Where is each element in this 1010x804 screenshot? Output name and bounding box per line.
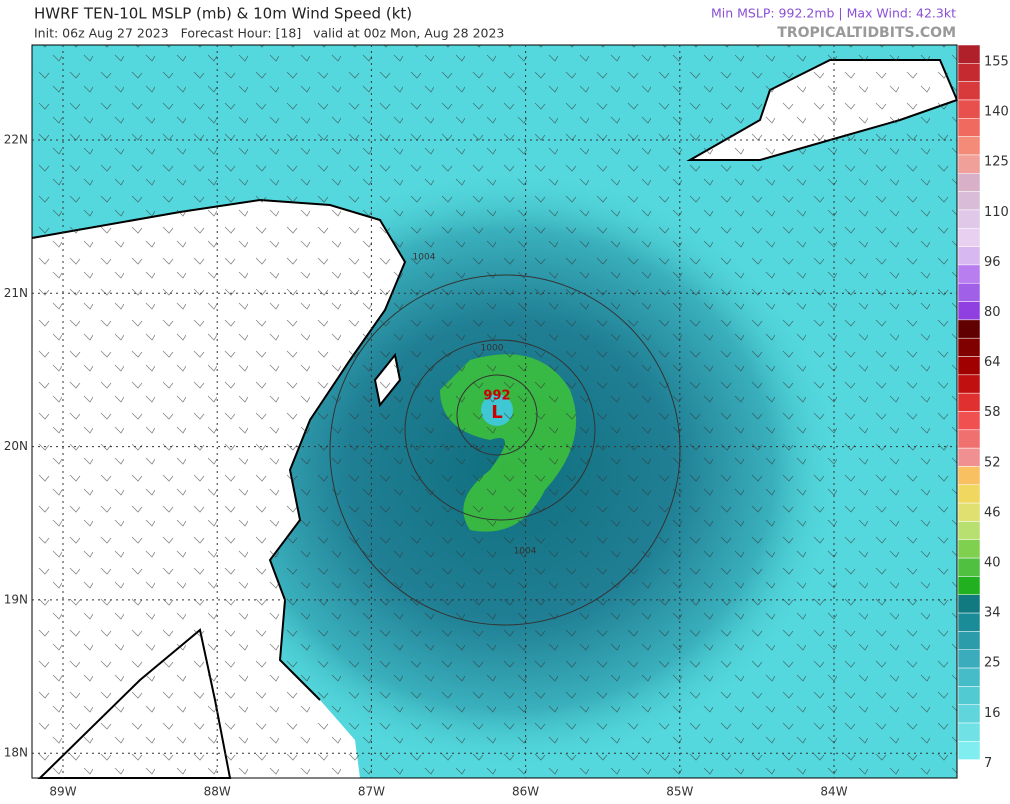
colorbar-swatch — [957, 649, 981, 669]
isobar-label: 1004 — [413, 253, 436, 263]
colorbar: 155 140 125 110 96 80 64 58 52 46 40 34 25 16 7 — [957, 44, 1009, 779]
colorbar-swatch — [957, 576, 981, 595]
colorbar-swatch — [957, 741, 981, 760]
colorbar-label: 52 — [984, 455, 1001, 470]
colorbar-swatch — [957, 484, 981, 504]
lon-label: 89W — [49, 785, 76, 799]
lat-label: 19N — [4, 592, 28, 606]
colorbar-swatch — [957, 191, 981, 211]
lon-label: 85W — [666, 785, 693, 799]
colorbar-swatch — [957, 557, 981, 577]
colorbar-swatch — [957, 246, 981, 266]
colorbar-swatch — [957, 356, 981, 376]
colorbar-swatch — [957, 154, 981, 174]
lat-label: 21N — [4, 286, 28, 300]
colorbar-swatch — [957, 667, 981, 687]
colorbar-label: 16 — [984, 706, 1001, 721]
source: TROPICALTIDBITS.COM — [777, 25, 956, 41]
colorbar-swatch — [957, 429, 981, 449]
stats: Min MSLP: 992.2mb | Max Wind: 42.3kt — [711, 6, 956, 21]
colorbar-label: 80 — [984, 305, 1001, 320]
colorbar-swatch — [957, 539, 981, 559]
colorbar-label: 25 — [984, 656, 1001, 671]
colorbar-swatch — [957, 136, 981, 156]
lat-label: 20N — [4, 439, 28, 453]
colorbar-swatch — [957, 594, 981, 614]
colorbar-swatch — [957, 521, 981, 541]
colorbar-swatch — [957, 209, 981, 229]
colorbar-label: 7 — [984, 756, 992, 771]
map-frame — [31, 44, 958, 779]
colorbar-swatch — [957, 99, 981, 119]
colorbar-swatch — [957, 466, 981, 486]
colorbar-swatch — [957, 118, 981, 137]
colorbar-swatch — [957, 411, 981, 431]
subtitle: Init: 06z Aug 27 2023 Forecast Hour: [18… — [34, 26, 504, 41]
colorbar-swatch — [957, 722, 981, 742]
colorbar-label: 34 — [984, 606, 1001, 621]
colorbar-swatch — [957, 319, 981, 339]
colorbar-swatch — [957, 392, 981, 412]
colorbar-swatch — [957, 81, 981, 101]
colorbar-swatch — [957, 44, 981, 64]
isobar-label: 1004 — [514, 547, 537, 557]
low-pressure: 992 — [483, 389, 510, 404]
lat-label: 22N — [4, 133, 28, 147]
colorbar-swatch — [957, 173, 981, 192]
colorbar-swatch — [957, 264, 981, 284]
colorbar-label: 40 — [984, 556, 1001, 571]
colorbar-swatch — [957, 282, 981, 302]
wind-barbs — [32, 45, 957, 778]
lon-label: 88W — [204, 785, 231, 799]
colorbar-label: 125 — [984, 155, 1009, 170]
colorbar-label: 110 — [984, 205, 1009, 220]
colorbar-swatch — [957, 228, 981, 247]
low-marker: L — [491, 402, 502, 423]
colorbar-swatch — [957, 631, 981, 650]
colorbar-swatch — [957, 447, 981, 467]
colorbar-swatch — [957, 502, 981, 522]
colorbar-swatch — [957, 686, 981, 705]
lon-label: 84W — [820, 785, 847, 799]
isobar-label: 1000 — [481, 344, 504, 354]
colorbar-swatch — [957, 63, 981, 82]
colorbar-swatch — [957, 704, 981, 724]
colorbar-label: 58 — [984, 405, 1001, 420]
colorbar-label: 64 — [984, 355, 1001, 370]
title: HWRF TEN-10L MSLP (mb) & 10m Wind Speed … — [34, 5, 412, 23]
colorbar-swatch — [957, 759, 981, 779]
colorbar-swatch — [957, 374, 981, 394]
lon-label: 87W — [358, 785, 385, 799]
grid: 22N 21N 20N 19N 18N 89W 88W 87W 86W 85W 84W — [4, 45, 957, 799]
colorbar-swatch — [957, 301, 981, 321]
colorbar-label: 155 — [984, 55, 1009, 70]
lon-label: 86W — [512, 785, 539, 799]
colorbar-swatch — [957, 337, 981, 357]
colorbar-label: 46 — [984, 505, 1001, 520]
colorbar-swatch — [957, 612, 981, 632]
lat-label: 18N — [4, 746, 28, 760]
colorbar-label: 140 — [984, 105, 1009, 120]
map: 992 L 1000 1004 1004 — [31, 44, 959, 779]
colorbar-label: 96 — [984, 255, 1001, 270]
